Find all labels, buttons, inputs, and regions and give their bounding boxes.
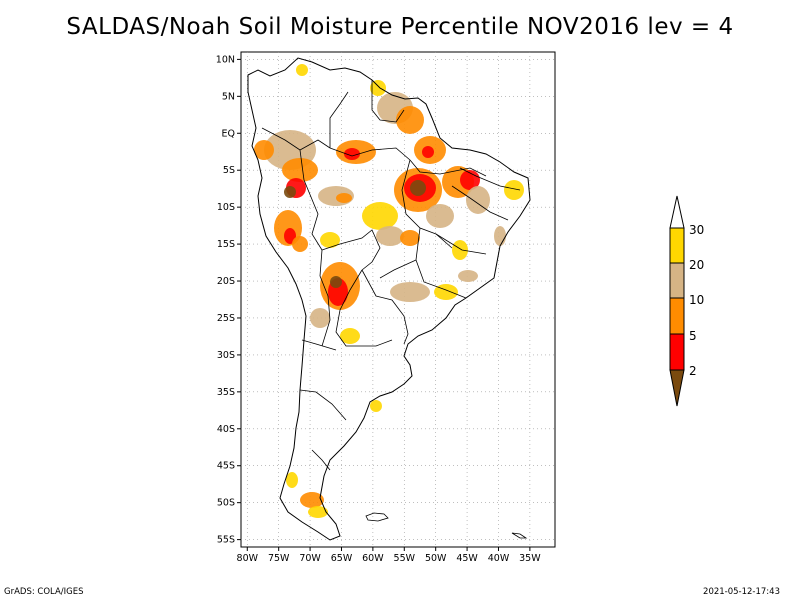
lon-tick-label: 65W bbox=[331, 553, 353, 564]
lat-tick-label: 10N bbox=[216, 54, 235, 65]
percentile-patch bbox=[320, 232, 340, 248]
lon-tick-label: 45W bbox=[456, 553, 478, 564]
lat-tick-label: 45S bbox=[217, 461, 235, 472]
percentile-patch bbox=[452, 240, 468, 260]
lat-tick-label: 50S bbox=[217, 498, 235, 509]
percentile-patch bbox=[426, 204, 454, 228]
colorbar-segment-5-10 bbox=[669, 297, 685, 335]
percentile-patch bbox=[396, 106, 424, 134]
percentile-patch bbox=[284, 228, 296, 244]
percentile-patch bbox=[494, 226, 506, 246]
colorbar-label-5: 5 bbox=[689, 329, 697, 343]
falkland-islands bbox=[365, 512, 389, 522]
south-america-coastline bbox=[247, 57, 531, 541]
percentile-patch bbox=[370, 400, 382, 412]
colorbar: 30 20 10 5 2 bbox=[669, 195, 704, 407]
lat-tick-label: 25S bbox=[217, 313, 235, 324]
percentile-patch bbox=[308, 506, 328, 518]
lat-tick-label: 55S bbox=[217, 535, 235, 546]
percentile-patch bbox=[370, 80, 386, 96]
percentile-patch bbox=[458, 270, 478, 282]
colorbar-segment-10-20 bbox=[669, 262, 685, 299]
percentile-patch bbox=[330, 276, 342, 288]
percentile-patch bbox=[286, 472, 298, 488]
percentile-patch bbox=[460, 170, 480, 190]
colorbar-label-2: 2 bbox=[689, 364, 697, 378]
lat-tick-label: 5N bbox=[222, 91, 235, 102]
percentile-patch bbox=[422, 146, 434, 158]
axis-ticks: 80W 75W 70W 65W 60W 55W 50W 45W 40W 35W 10N 5N EQ 5S 1… bbox=[216, 54, 541, 564]
lon-tick-label: 60W bbox=[362, 553, 384, 564]
percentile-patch bbox=[376, 226, 404, 246]
percentile-patch bbox=[296, 64, 308, 76]
percentile-patch bbox=[434, 284, 458, 300]
colorbar-label-10: 10 bbox=[689, 293, 704, 307]
percentile-patch bbox=[310, 308, 330, 328]
lon-tick-label: 80W bbox=[237, 553, 259, 564]
percentile-patch bbox=[282, 158, 318, 182]
percentile-patch bbox=[340, 328, 360, 344]
lat-tick-label: 15S bbox=[217, 239, 235, 250]
percentile-shading bbox=[254, 64, 524, 518]
percentile-patch bbox=[300, 492, 324, 508]
lon-tick-label: 70W bbox=[299, 553, 321, 564]
percentile-patch bbox=[292, 236, 308, 252]
percentile-patch bbox=[390, 282, 430, 302]
lat-tick-label: 40S bbox=[217, 424, 235, 435]
lon-tick-label: 35W bbox=[519, 553, 541, 564]
colorbar-top-triangle bbox=[669, 195, 685, 229]
percentile-patch bbox=[336, 193, 352, 203]
south-georgia bbox=[511, 532, 528, 539]
map-frame bbox=[240, 51, 556, 548]
percentile-patch bbox=[466, 186, 490, 214]
colorbar-label-30: 30 bbox=[689, 223, 704, 237]
lat-tick-label: 20S bbox=[217, 276, 235, 287]
percentile-patch bbox=[362, 202, 398, 230]
footer-credit: GrADS: COLA/IGES bbox=[4, 587, 84, 597]
lon-tick-label: 50W bbox=[425, 553, 447, 564]
footer-timestamp: 2021-05-12-17:43 bbox=[703, 587, 780, 597]
percentile-patch bbox=[284, 186, 296, 198]
lon-tick-label: 40W bbox=[488, 553, 510, 564]
colorbar-segment-20-30 bbox=[669, 227, 685, 264]
percentile-patch bbox=[344, 148, 360, 160]
lat-tick-label: 10S bbox=[217, 202, 235, 213]
country-borders bbox=[261, 80, 521, 471]
lat-tick-label: 30S bbox=[217, 350, 235, 361]
lat-tick-label: EQ bbox=[222, 128, 235, 139]
colorbar-segment-2-5 bbox=[669, 333, 685, 371]
percentile-patch bbox=[400, 230, 420, 246]
percentile-patch bbox=[254, 140, 274, 160]
percentile-patch bbox=[504, 180, 524, 200]
percentile-patch bbox=[410, 180, 426, 196]
lon-tick-label: 55W bbox=[394, 553, 416, 564]
lat-tick-label: 35S bbox=[217, 387, 235, 398]
lon-tick-label: 75W bbox=[268, 553, 290, 564]
colorbar-label-20: 20 bbox=[689, 258, 704, 272]
colorbar-bottom-triangle bbox=[669, 369, 685, 407]
lat-tick-label: 5S bbox=[223, 165, 235, 176]
map-title: SALDAS/Noah Soil Moisture Percentile NOV… bbox=[66, 14, 734, 40]
